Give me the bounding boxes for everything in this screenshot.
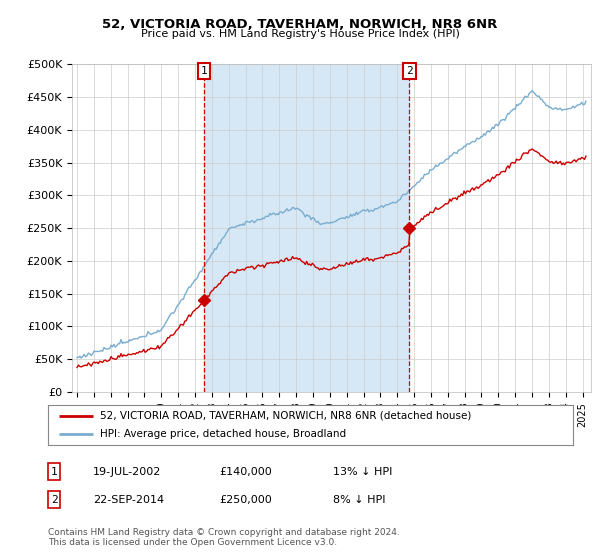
Text: 22-SEP-2014: 22-SEP-2014 [93, 494, 164, 505]
Text: 1: 1 [201, 66, 208, 76]
Text: 19-JUL-2002: 19-JUL-2002 [93, 466, 161, 477]
Text: 52, VICTORIA ROAD, TAVERHAM, NORWICH, NR8 6NR (detached house): 52, VICTORIA ROAD, TAVERHAM, NORWICH, NR… [101, 411, 472, 421]
Text: 1: 1 [50, 466, 58, 477]
Text: Contains HM Land Registry data © Crown copyright and database right 2024.
This d: Contains HM Land Registry data © Crown c… [48, 528, 400, 547]
Text: HPI: Average price, detached house, Broadland: HPI: Average price, detached house, Broa… [101, 430, 347, 439]
Text: 2: 2 [50, 494, 58, 505]
Text: 52, VICTORIA ROAD, TAVERHAM, NORWICH, NR8 6NR: 52, VICTORIA ROAD, TAVERHAM, NORWICH, NR… [103, 18, 497, 31]
Text: 2: 2 [406, 66, 413, 76]
Text: Price paid vs. HM Land Registry's House Price Index (HPI): Price paid vs. HM Land Registry's House … [140, 29, 460, 39]
Text: £140,000: £140,000 [219, 466, 272, 477]
Text: £250,000: £250,000 [219, 494, 272, 505]
Text: 8% ↓ HPI: 8% ↓ HPI [333, 494, 386, 505]
Text: 13% ↓ HPI: 13% ↓ HPI [333, 466, 392, 477]
Bar [204, 64, 409, 392]
